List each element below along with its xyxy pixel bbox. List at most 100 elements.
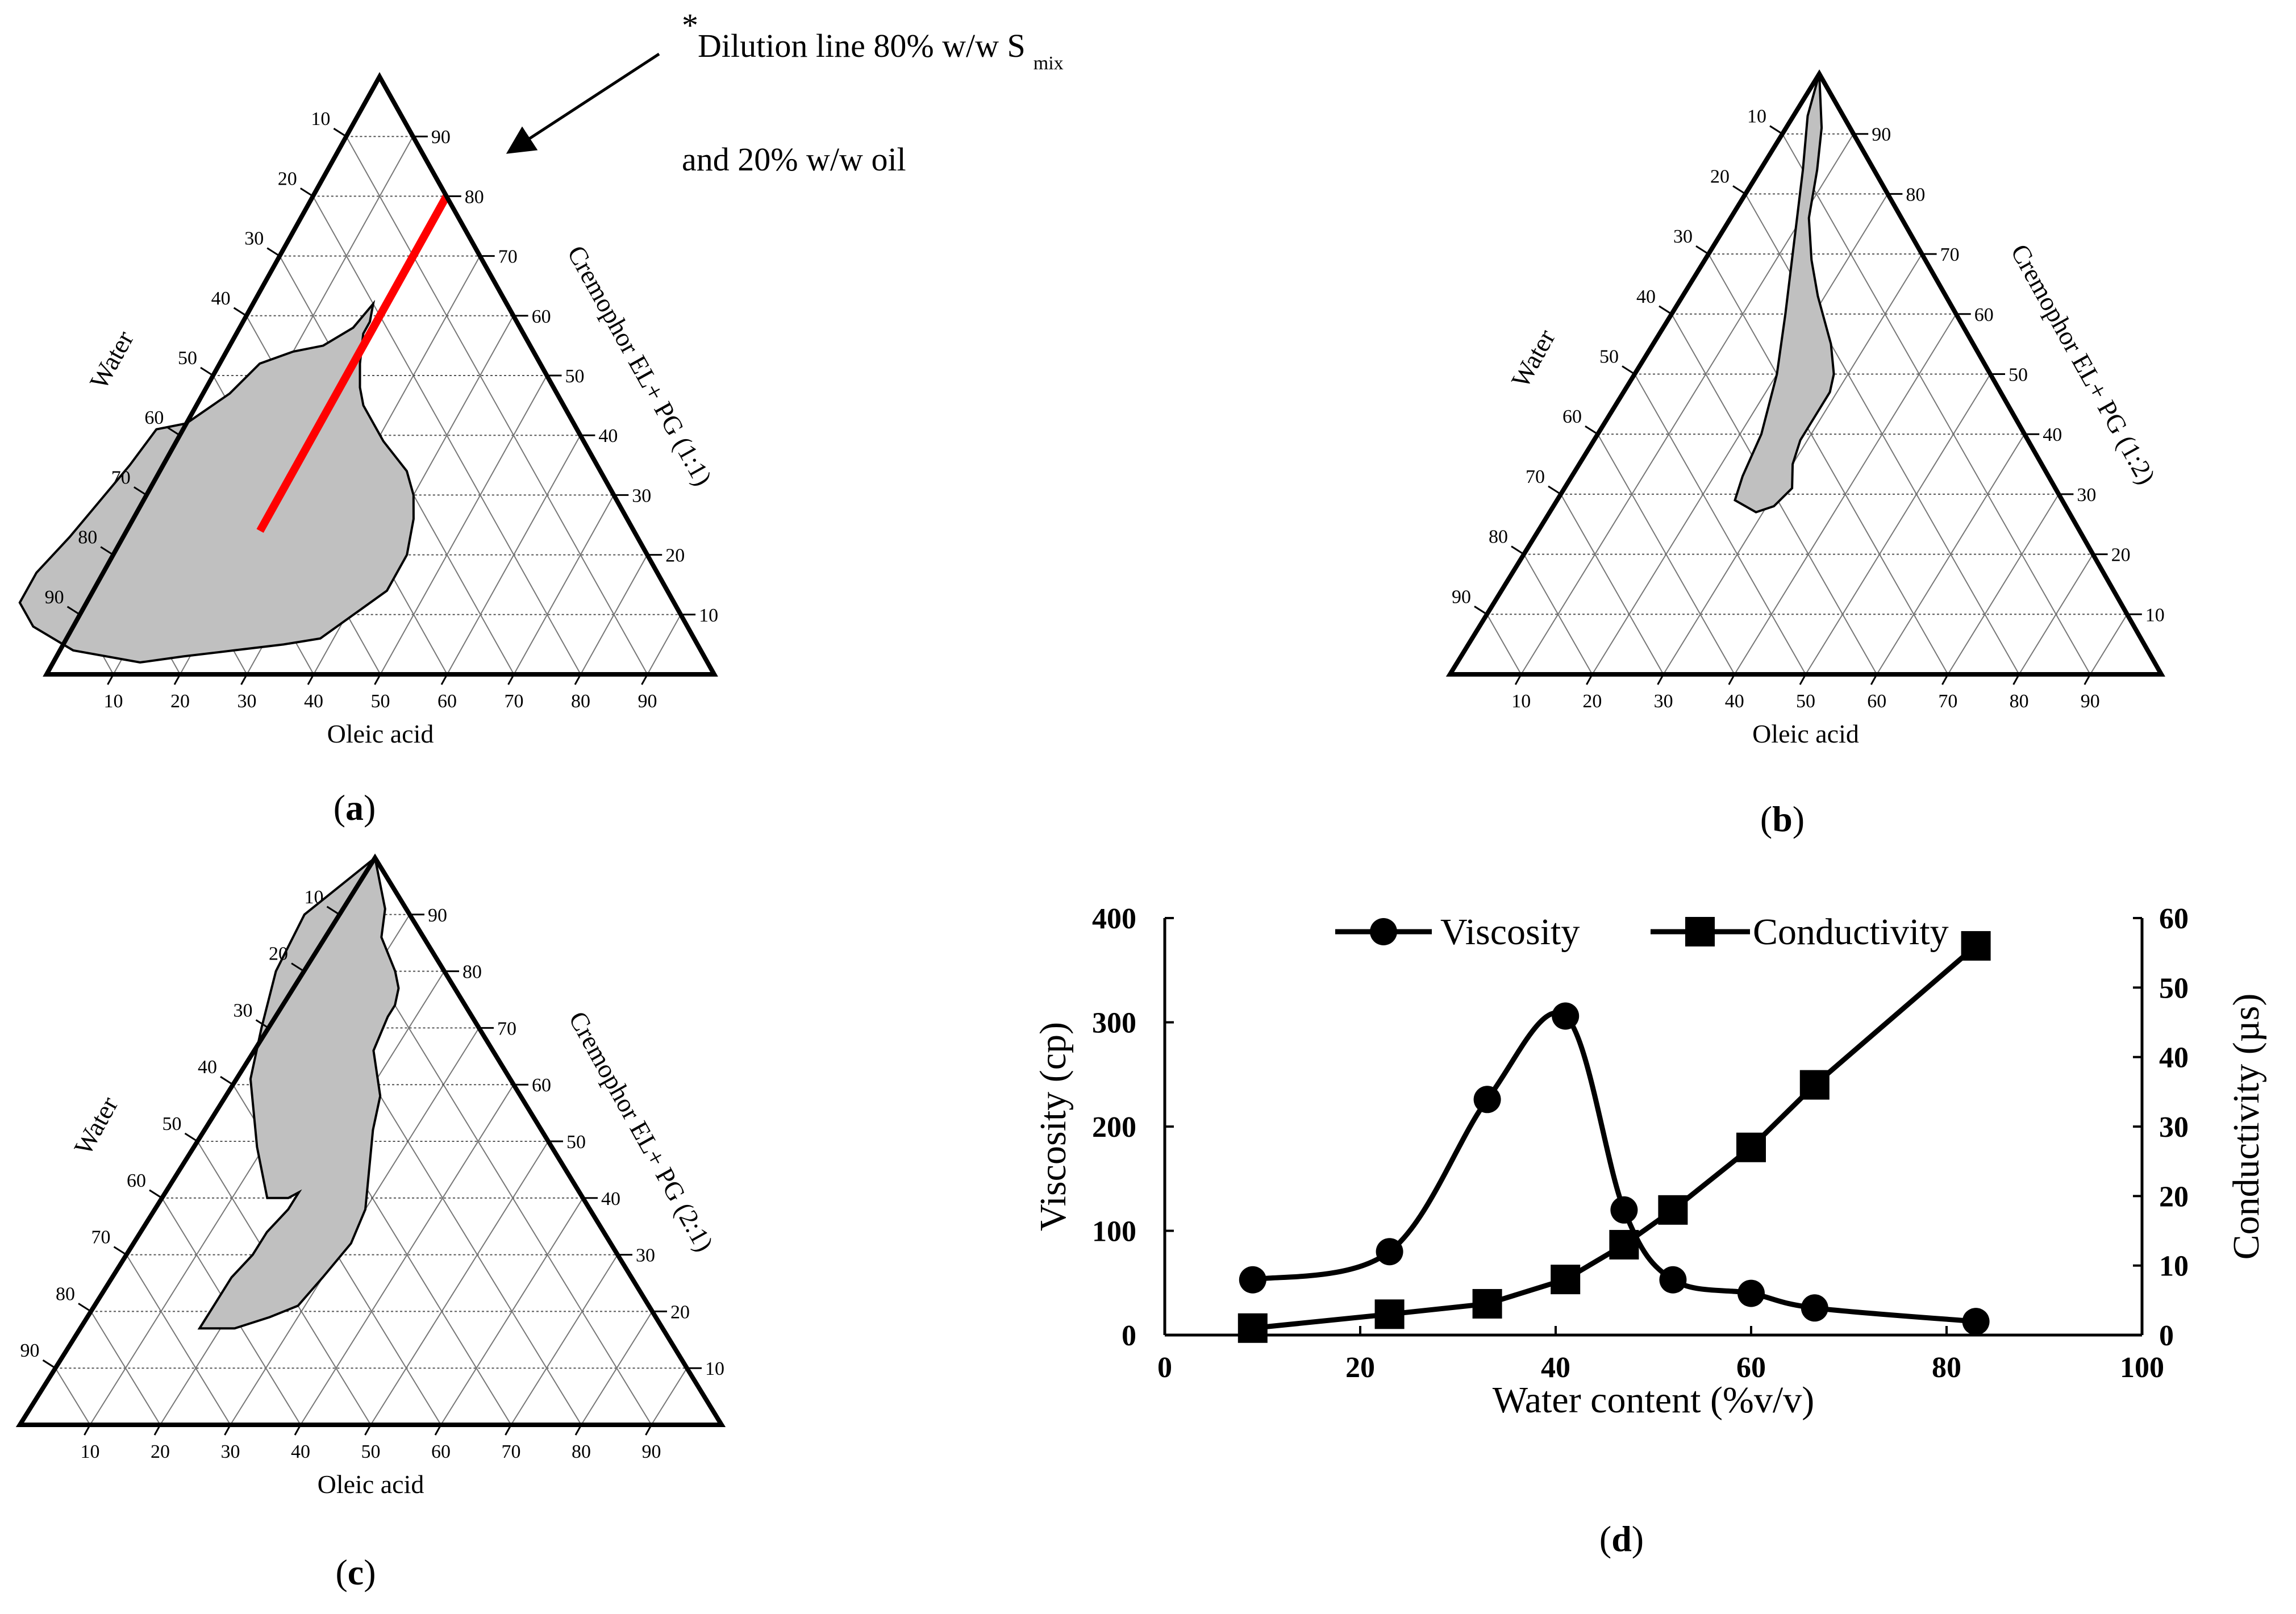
legend: Viscosity Conductivity [1335, 911, 1949, 953]
legend-label-conductivity: Conductivity [1753, 911, 1949, 953]
tick-mark [307, 674, 315, 685]
right-tick-label: 40 [2043, 424, 2062, 445]
left-tick-label: 10 [311, 109, 330, 130]
right-axis-title: Cremophor EL+ PG (2:1) [563, 1007, 719, 1257]
viscosity-point [1737, 1279, 1765, 1307]
grid-line-oil [2089, 614, 2128, 675]
bottom-axis-title: Oleic acid [1752, 719, 1859, 748]
tick-mark [200, 366, 214, 377]
right-tick-label: 50 [2009, 365, 2028, 386]
y-axis-title: Viscosity (cp) [1032, 1022, 1074, 1231]
tick-mark [220, 1075, 234, 1086]
right-tick-label: 80 [462, 962, 482, 983]
right-tick-label: 80 [1906, 184, 1925, 205]
x-tick-label: 60 [1736, 1352, 1766, 1384]
panel-label-a: (a) [334, 787, 376, 828]
right-tick-label: 60 [532, 306, 551, 327]
left-tick-label: 10 [305, 887, 324, 908]
bottom-tick-label: 30 [1654, 691, 1673, 712]
legend-label-viscosity: Viscosity [1440, 911, 1580, 953]
tick-mark [374, 674, 381, 685]
tick-mark [2084, 674, 2091, 685]
tick-mark [1659, 305, 1672, 315]
bottom-tick-label: 40 [291, 1441, 310, 1462]
ternary-ticks: 10 10 10 20 20 20 30 30 30 40 40 40 50 50 50 60 60 60 70 70… [20, 887, 725, 1462]
grid-line-oil [1805, 373, 1991, 675]
grid-line-oil [370, 1141, 549, 1425]
bottom-tick-label: 10 [104, 691, 123, 712]
tick-mark [1511, 545, 1524, 555]
x-tick-label: 40 [1541, 1352, 1570, 1384]
left-tick-label: 20 [278, 168, 297, 189]
line-chart-d: 0 20 40 60 80 10001002003004000102030405060Wa… [1032, 903, 2267, 1421]
dilution-line [256, 194, 450, 533]
annotation-sub: mix [1034, 53, 1064, 74]
annotation-line1-text: Dilution line 80% w/w S [698, 27, 1026, 64]
y-tick-label: 100 [1092, 1216, 1136, 1248]
right-tick-label: 20 [670, 1302, 690, 1323]
right-tick-label: 30 [632, 485, 651, 506]
tick-mark [1586, 674, 1593, 685]
grid-line-water [345, 136, 648, 675]
tick-mark [1695, 245, 1709, 255]
tick-mark [100, 546, 114, 556]
right-axis-title: Cremophor EL+ PG (1:1) [562, 241, 718, 491]
right-tick-label: 10 [2145, 604, 2165, 625]
tick-mark [1474, 606, 1487, 615]
conductivity-point [1237, 1313, 1268, 1343]
viscosity-point [1376, 1238, 1403, 1266]
left-tick-label: 60 [1562, 406, 1582, 427]
grid-line-water [55, 1367, 91, 1425]
conductivity-point [1736, 1132, 1766, 1162]
bottom-tick-label: 60 [431, 1441, 451, 1462]
conductivity-point [1799, 1070, 1830, 1100]
tick-mark [1514, 674, 1522, 685]
x-axis-title: Water content (%v/v) [1493, 1379, 1814, 1421]
bottom-tick-label: 90 [2081, 691, 2100, 712]
tick-mark [1548, 485, 1561, 495]
tick-mark [153, 1424, 161, 1436]
bottom-tick-label: 50 [361, 1441, 381, 1462]
tick-mark [66, 606, 81, 616]
y-tick-label: 400 [1092, 903, 1136, 935]
bottom-tick-label: 90 [638, 691, 657, 712]
tick-mark [166, 426, 181, 436]
x-tick-label: 80 [1932, 1352, 1961, 1384]
tick-mark [291, 962, 305, 972]
tick-mark [255, 1019, 269, 1029]
tick-mark [1941, 674, 1949, 685]
y2-tick-label: 10 [2159, 1250, 2189, 1283]
tick-mark [1585, 425, 1598, 435]
right-tick-label: 20 [2111, 545, 2131, 566]
left-tick-label: 90 [45, 587, 64, 608]
conductivity-point [1374, 1299, 1405, 1329]
bottom-tick-label: 20 [170, 691, 190, 712]
tick-mark [1657, 674, 1664, 685]
left-tick-label: 40 [198, 1057, 217, 1078]
right-tick-label: 20 [665, 545, 685, 566]
conductivity-point [1609, 1229, 1639, 1259]
ternary-plot-a: 10 10 10 20 20 20 30 30 30 40 40 40 50 50 50 60 60 60 70 70… [18, 72, 718, 748]
tick-mark [299, 187, 314, 197]
grid-line-water [1486, 614, 1522, 675]
legend-marker-viscosity [1370, 918, 1397, 945]
bottom-axis-title: Oleic acid [318, 1470, 424, 1499]
grid-line-oil [581, 1311, 653, 1425]
tick-mark [107, 674, 114, 685]
tick-mark [294, 1424, 302, 1436]
tick-mark [1622, 365, 1635, 375]
tick-mark [266, 247, 281, 257]
grid-line-oil [440, 1198, 584, 1425]
bottom-tick-label: 90 [642, 1441, 661, 1462]
microemulsion-region [1734, 73, 1835, 514]
left-axis-title: Water [68, 1092, 123, 1160]
bottom-tick-label: 10 [81, 1441, 100, 1462]
left-tick-label: 80 [56, 1283, 75, 1304]
left-tick-label: 20 [269, 944, 288, 965]
grid-line-water [1634, 374, 1806, 675]
bottom-tick-label: 80 [2010, 691, 2029, 712]
bottom-tick-label: 50 [371, 691, 390, 712]
grid-line-water [126, 1254, 231, 1425]
series-viscosity [1239, 1002, 1990, 1336]
tick-mark [224, 1424, 231, 1436]
